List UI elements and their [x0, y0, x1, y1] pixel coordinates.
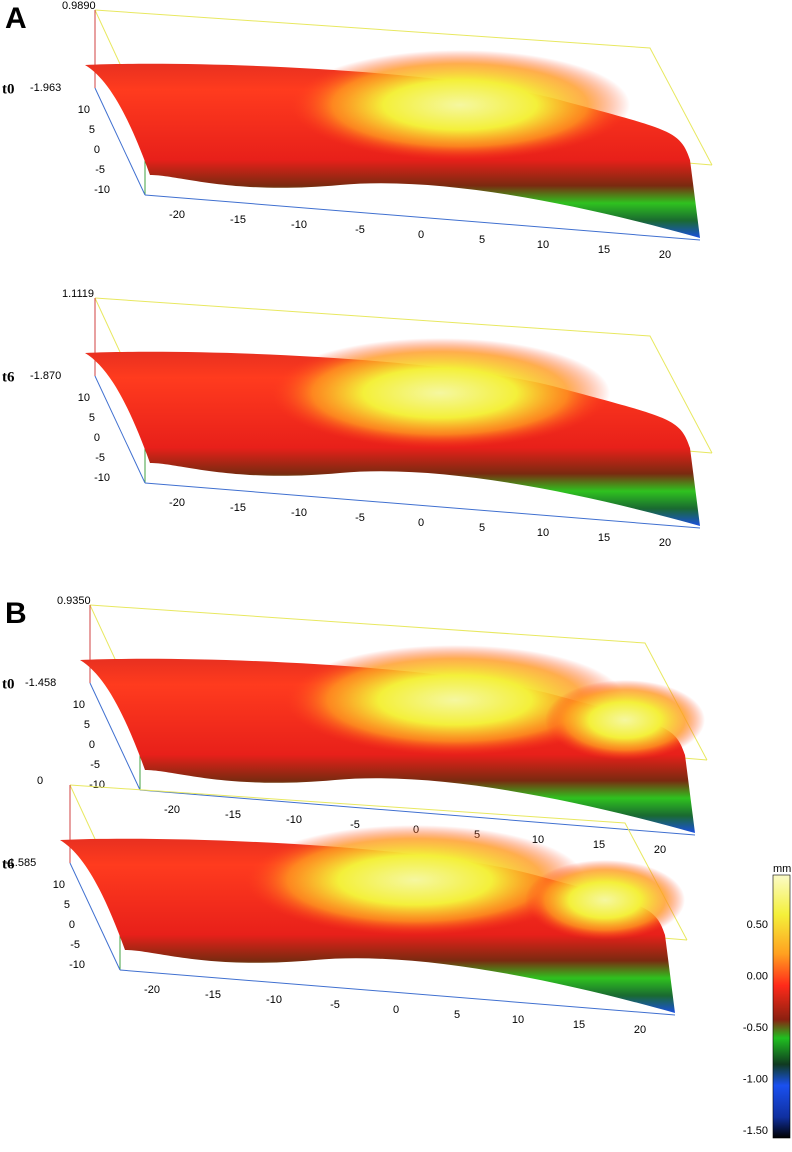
z-max-label: 0.9890: [62, 0, 96, 12]
x-tick-label: 10: [512, 1014, 524, 1026]
panel-label: B: [5, 597, 27, 630]
x-tick-label: -15: [225, 809, 241, 821]
x-tick-label: -15: [230, 214, 246, 226]
x-tick-label: -5: [355, 224, 365, 236]
hot-spot: [270, 338, 610, 448]
x-tick-label: 15: [598, 244, 610, 256]
z-min-label: -1.585: [5, 857, 36, 869]
colorbar-tick-label: -0.50: [743, 1022, 768, 1034]
axis: [119, 969, 676, 1016]
box-edge: [94, 297, 713, 454]
axis: [94, 87, 146, 196]
x-tick-label: -5: [330, 999, 340, 1011]
x-tick-label: -5: [350, 819, 360, 831]
y-tick-label: -10: [69, 959, 85, 971]
colorbar-tick-label: -1.50: [743, 1125, 768, 1137]
x-tick-label: 20: [659, 537, 671, 549]
axis: [69, 862, 121, 971]
hot-spot: [525, 860, 685, 940]
hot-spot: [245, 825, 585, 935]
x-tick-label: -20: [169, 209, 185, 221]
x-tick-label: -10: [286, 814, 302, 826]
colorbar-tick-label: -1.00: [743, 1073, 768, 1085]
box-edge: [94, 9, 713, 166]
x-tick-label: 15: [573, 1019, 585, 1031]
x-tick-label: 5: [479, 234, 485, 246]
y-tick-label: 10: [78, 104, 90, 116]
y-tick-label: 0: [89, 739, 95, 751]
z-min-label: -1.458: [25, 677, 56, 689]
x-tick-label: -10: [266, 994, 282, 1006]
y-tick-label: 0: [69, 919, 75, 931]
x-tick-label: 5: [479, 522, 485, 534]
x-tick-label: -15: [205, 989, 221, 1001]
hot-spot: [290, 50, 630, 160]
x-tick-label: -10: [291, 219, 307, 231]
y-tick-label: -5: [90, 759, 100, 771]
axis: [89, 682, 141, 791]
x-tick-label: 0: [418, 229, 424, 241]
z-min-label: -1.870: [30, 370, 61, 382]
y-tick-label: -10: [94, 184, 110, 196]
time-label: t6: [2, 856, 15, 872]
colorbar: [772, 874, 791, 1139]
z-max-label: 0.9350: [57, 595, 91, 607]
time-label: t0: [2, 81, 15, 97]
z-max-label: 1.1119: [62, 288, 94, 300]
x-tick-label: -20: [144, 984, 160, 996]
y-tick-label: 0: [94, 432, 100, 444]
y-tick-label: 10: [78, 392, 90, 404]
x-tick-label: 20: [654, 844, 666, 856]
x-tick-label: -10: [291, 507, 307, 519]
x-tick-label: 15: [598, 532, 610, 544]
x-tick-label: -15: [230, 502, 246, 514]
x-tick-label: 0: [418, 517, 424, 529]
hot-spot: [285, 645, 625, 755]
colorbar-tick-label: 0.50: [747, 919, 768, 931]
x-tick-label: 0: [393, 1004, 399, 1016]
y-tick-label: 0: [94, 144, 100, 156]
y-tick-label: 5: [89, 124, 95, 136]
y-tick-label: 10: [53, 879, 65, 891]
y-tick-label: -10: [94, 472, 110, 484]
y-tick-label: -5: [95, 164, 105, 176]
axis: [139, 789, 696, 836]
y-tick-label: 5: [84, 719, 90, 731]
x-tick-label: -5: [355, 512, 365, 524]
axis: [94, 375, 146, 484]
y-tick-label: 5: [89, 412, 95, 424]
x-tick-label: 5: [454, 1009, 460, 1021]
panel-label: A: [5, 2, 27, 35]
x-tick-label: 15: [593, 839, 605, 851]
colorbar-unit: mm: [773, 863, 791, 875]
x-tick-label: 10: [537, 239, 549, 251]
time-label: t6: [2, 369, 15, 385]
axis: [144, 194, 701, 241]
y-tick-label: 10: [73, 699, 85, 711]
x-tick-label: 20: [634, 1024, 646, 1036]
y-tick-label: 5: [64, 899, 70, 911]
hot-spot: [545, 680, 705, 760]
y-tick-label: -5: [95, 452, 105, 464]
x-tick-label: 20: [659, 249, 671, 261]
x-tick-label: -20: [164, 804, 180, 816]
z-max-label: 0: [37, 775, 43, 787]
x-tick-label: 10: [537, 527, 549, 539]
x-tick-label: -20: [169, 497, 185, 509]
y-tick-label: -5: [70, 939, 80, 951]
time-label: t0: [2, 676, 15, 692]
z-min-label: -1.963: [30, 82, 61, 94]
colorbar-tick-label: 0.00: [747, 970, 768, 982]
y-tick-label: -10: [89, 779, 105, 791]
axis: [144, 482, 701, 529]
